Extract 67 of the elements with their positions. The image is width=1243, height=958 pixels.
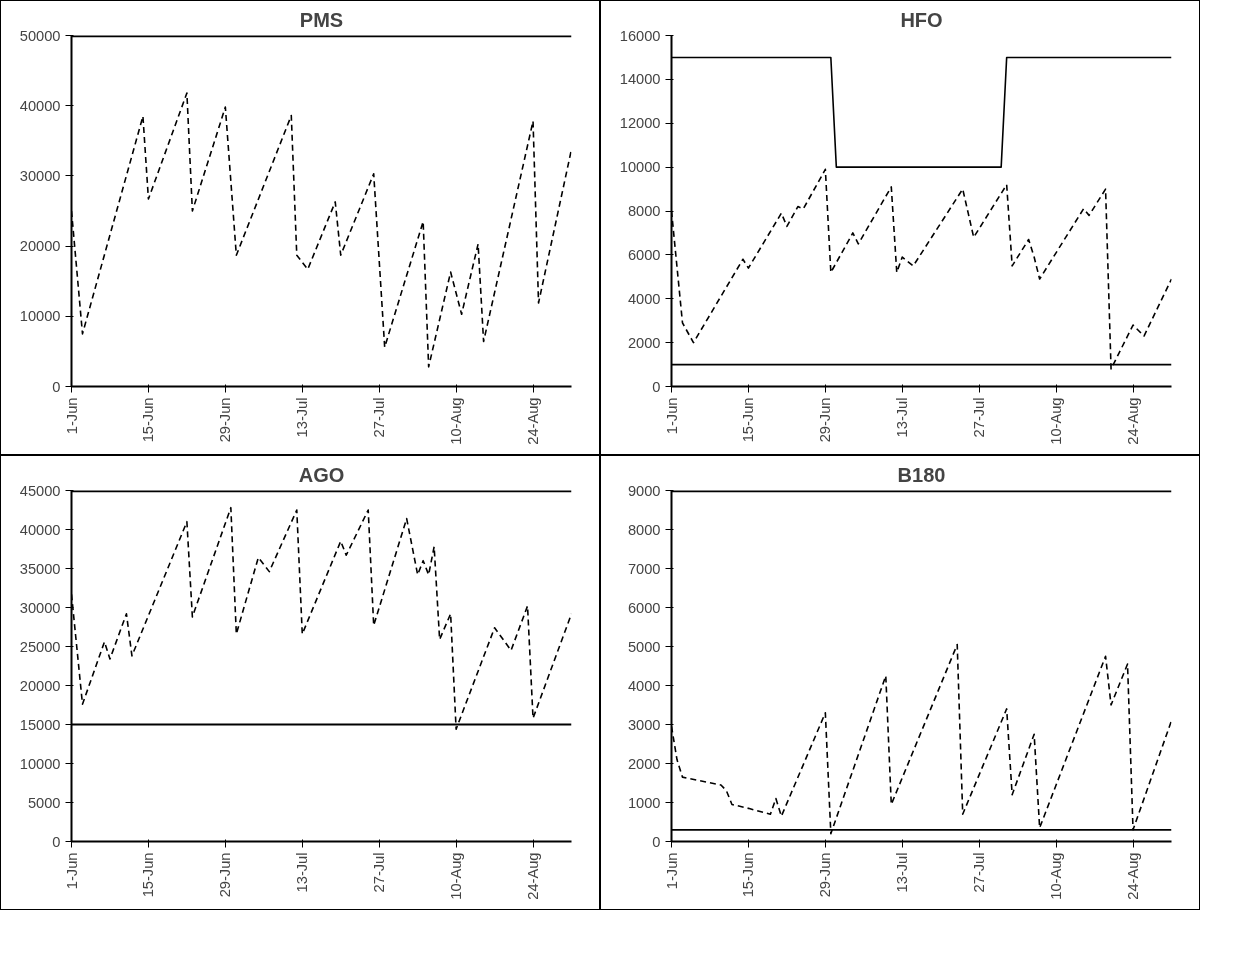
y-tick-label: 25000 <box>19 638 61 655</box>
x-tick-label: 10-Aug <box>448 852 465 900</box>
x-tick-label: 24-Aug <box>525 852 542 900</box>
y-tick-label: 0 <box>52 833 61 850</box>
x-tick-label: 27-Jul <box>371 397 388 438</box>
y-tick-label: 40000 <box>19 97 61 114</box>
x-tick-label: 1-Jun <box>63 397 80 435</box>
x-tick-label: 1-Jun <box>663 397 680 435</box>
x-tick-label: 1-Jun <box>63 852 80 890</box>
y-tick-label: 8000 <box>627 521 661 538</box>
x-tick-label: 24-Aug <box>1125 852 1142 900</box>
y-tick-label: 2000 <box>627 755 661 772</box>
x-tick-label: 15-Jun <box>740 852 757 898</box>
chart-title: HFO <box>900 8 943 31</box>
x-tick-label: 29-Jun <box>217 852 234 898</box>
y-tick-label: 45000 <box>19 482 61 499</box>
chart-title: B180 <box>897 463 946 486</box>
y-tick-label: 6000 <box>627 246 661 263</box>
x-tick-label: 27-Jul <box>371 852 388 893</box>
y-tick-label: 0 <box>652 833 661 850</box>
x-tick-label: 10-Aug <box>1048 852 1065 900</box>
x-tick-label: 13-Jul <box>894 852 911 893</box>
x-tick-label: 10-Aug <box>1048 397 1065 445</box>
y-tick-label: 30000 <box>19 599 61 616</box>
y-tick-label: 0 <box>652 378 661 395</box>
y-tick-label: 20000 <box>19 238 61 255</box>
chart-title: AGO <box>298 463 345 486</box>
x-tick-label: 27-Jul <box>971 852 988 893</box>
x-tick-label: 24-Aug <box>525 397 542 445</box>
chart-title: PMS <box>299 8 344 31</box>
x-tick-label: 29-Jun <box>217 397 234 443</box>
x-tick-label: 29-Jun <box>817 397 834 443</box>
y-tick-label: 50000 <box>19 27 61 44</box>
y-tick-label: 15000 <box>19 716 61 733</box>
y-tick-label: 10000 <box>619 159 661 176</box>
y-tick-label: 20000 <box>19 677 61 694</box>
y-tick-label: 5000 <box>627 638 661 655</box>
y-tick-label: 0 <box>52 378 61 395</box>
x-tick-label: 15-Jun <box>140 852 157 898</box>
y-tick-label: 10000 <box>19 755 61 772</box>
x-tick-label: 27-Jul <box>971 397 988 438</box>
y-tick-label: 12000 <box>619 115 661 132</box>
y-tick-label: 30000 <box>19 167 61 184</box>
x-tick-label: 15-Jun <box>140 397 157 443</box>
y-tick-label: 4000 <box>627 677 661 694</box>
y-tick-label: 8000 <box>627 203 661 219</box>
x-tick-label: 10-Aug <box>448 397 465 445</box>
y-tick-label: 4000 <box>627 290 661 307</box>
x-tick-label: 13-Jul <box>294 397 311 438</box>
y-tick-label: 7000 <box>627 560 661 577</box>
x-tick-label: 15-Jun <box>740 397 757 443</box>
y-tick-label: 1000 <box>627 794 661 811</box>
x-tick-label: 29-Jun <box>817 852 834 898</box>
y-tick-label: 2000 <box>627 334 661 351</box>
y-tick-label: 10000 <box>19 308 61 325</box>
y-tick-label: 35000 <box>19 560 61 577</box>
y-tick-label: 5000 <box>27 794 61 811</box>
x-tick-label: 24-Aug <box>1125 397 1142 445</box>
y-tick-label: 9000 <box>627 482 661 499</box>
x-tick-label: 13-Jul <box>894 397 911 438</box>
x-tick-label: 1-Jun <box>663 852 680 890</box>
y-tick-label: 3000 <box>627 716 661 733</box>
x-tick-label: 13-Jul <box>294 852 311 893</box>
y-tick-label: 14000 <box>619 71 661 88</box>
y-tick-label: 6000 <box>627 599 661 616</box>
y-tick-label: 16000 <box>619 27 661 44</box>
y-tick-label: 40000 <box>19 521 61 538</box>
